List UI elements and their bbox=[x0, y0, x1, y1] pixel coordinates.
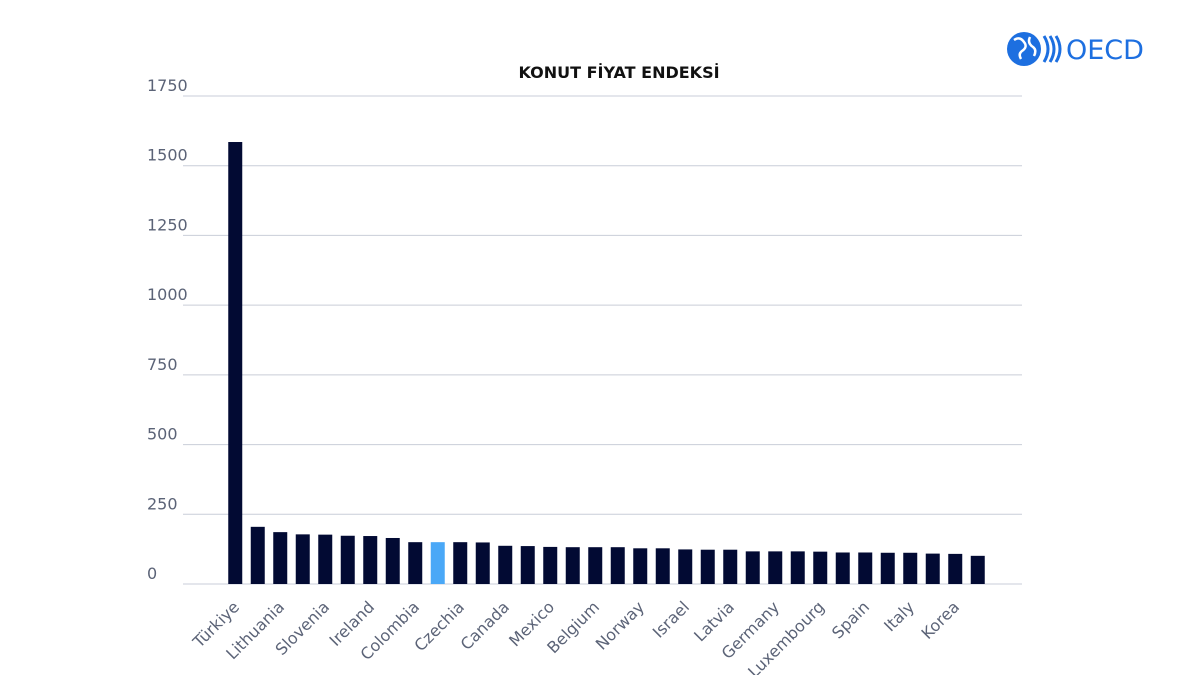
bar bbox=[948, 553, 963, 584]
bar bbox=[723, 549, 738, 584]
x-tick-label: Norway bbox=[592, 597, 648, 653]
y-tick-label: 1000 bbox=[147, 285, 188, 304]
bar bbox=[588, 547, 603, 584]
y-tick-label: 1250 bbox=[147, 215, 188, 234]
logo: OECD bbox=[1007, 32, 1144, 66]
bar bbox=[453, 542, 468, 584]
y-tick-label: 500 bbox=[147, 425, 178, 444]
y-tick-label: 250 bbox=[147, 494, 178, 513]
bar bbox=[768, 551, 783, 584]
bar bbox=[228, 142, 243, 585]
logo-globe-lines bbox=[1013, 36, 1037, 60]
bar bbox=[633, 548, 648, 584]
bar bbox=[610, 547, 625, 584]
bar bbox=[678, 549, 693, 584]
x-tick-label: Korea bbox=[918, 597, 964, 643]
bar bbox=[385, 537, 400, 584]
logo-arcs bbox=[1042, 35, 1062, 63]
y-tick-label: 1500 bbox=[147, 146, 188, 165]
x-tick-label: Czechia bbox=[410, 597, 468, 655]
chart-title: KONUT FİYAT ENDEKSİ bbox=[518, 63, 719, 82]
y-tick-label: 0 bbox=[147, 564, 157, 583]
bar bbox=[745, 551, 760, 584]
logo-text: OECD bbox=[1066, 35, 1144, 66]
x-tick-label: Spain bbox=[828, 597, 873, 642]
bar bbox=[835, 552, 850, 584]
bar bbox=[363, 536, 378, 584]
bar bbox=[655, 548, 670, 584]
x-tick-label: Israel bbox=[649, 597, 693, 641]
y-tick-label: 750 bbox=[147, 355, 178, 374]
bar bbox=[813, 551, 828, 584]
bar bbox=[543, 546, 558, 584]
bar bbox=[430, 542, 445, 584]
bar bbox=[408, 542, 423, 584]
bar bbox=[700, 549, 715, 584]
bar bbox=[858, 552, 873, 584]
bar bbox=[273, 532, 288, 584]
bar bbox=[790, 551, 805, 584]
bar bbox=[498, 545, 513, 584]
y-tick-label: 1750 bbox=[147, 76, 188, 95]
bar bbox=[250, 526, 265, 584]
bar bbox=[318, 534, 333, 584]
bar bbox=[925, 553, 940, 584]
x-tick-label: Italy bbox=[880, 597, 918, 635]
bar bbox=[565, 547, 580, 584]
bar bbox=[340, 535, 355, 584]
bar bbox=[970, 555, 985, 584]
bar bbox=[903, 552, 918, 584]
bar bbox=[295, 534, 310, 584]
bar bbox=[880, 552, 895, 584]
bar bbox=[475, 542, 490, 584]
x-tick-label: Canada bbox=[457, 597, 513, 653]
bar bbox=[520, 546, 535, 584]
